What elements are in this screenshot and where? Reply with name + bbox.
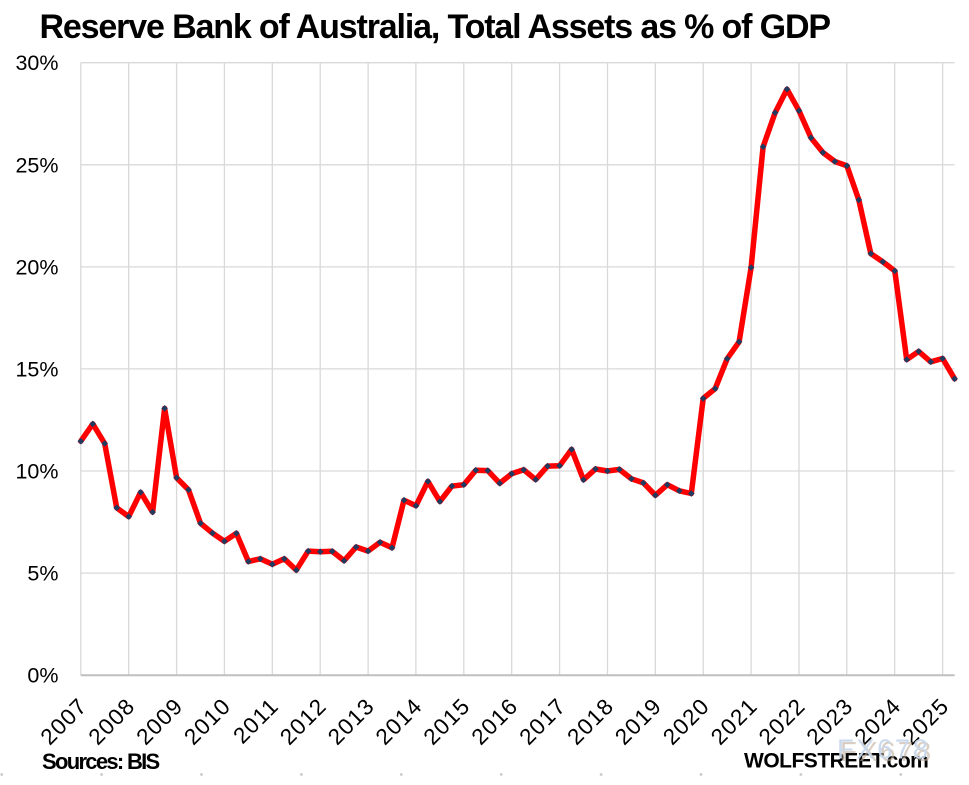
svg-text:Sources: BIS: Sources: BIS [42,749,160,774]
svg-text:Reserve Bank of Australia, Tot: Reserve Bank of Australia, Total Assets … [40,8,831,46]
svg-text:15%: 15% [15,357,58,381]
svg-text:WOLFSTREET.com: WOLFSTREET.com [744,750,928,773]
svg-text:25%: 25% [15,153,58,177]
svg-text:FX678: FX678 [840,736,934,767]
svg-text:FX678: FX678 [837,734,931,765]
svg-text:10%: 10% [15,460,58,484]
svg-text:5%: 5% [27,562,58,586]
svg-text:30%: 30% [15,51,58,75]
svg-text:0%: 0% [27,664,58,688]
svg-text:20%: 20% [15,255,58,279]
